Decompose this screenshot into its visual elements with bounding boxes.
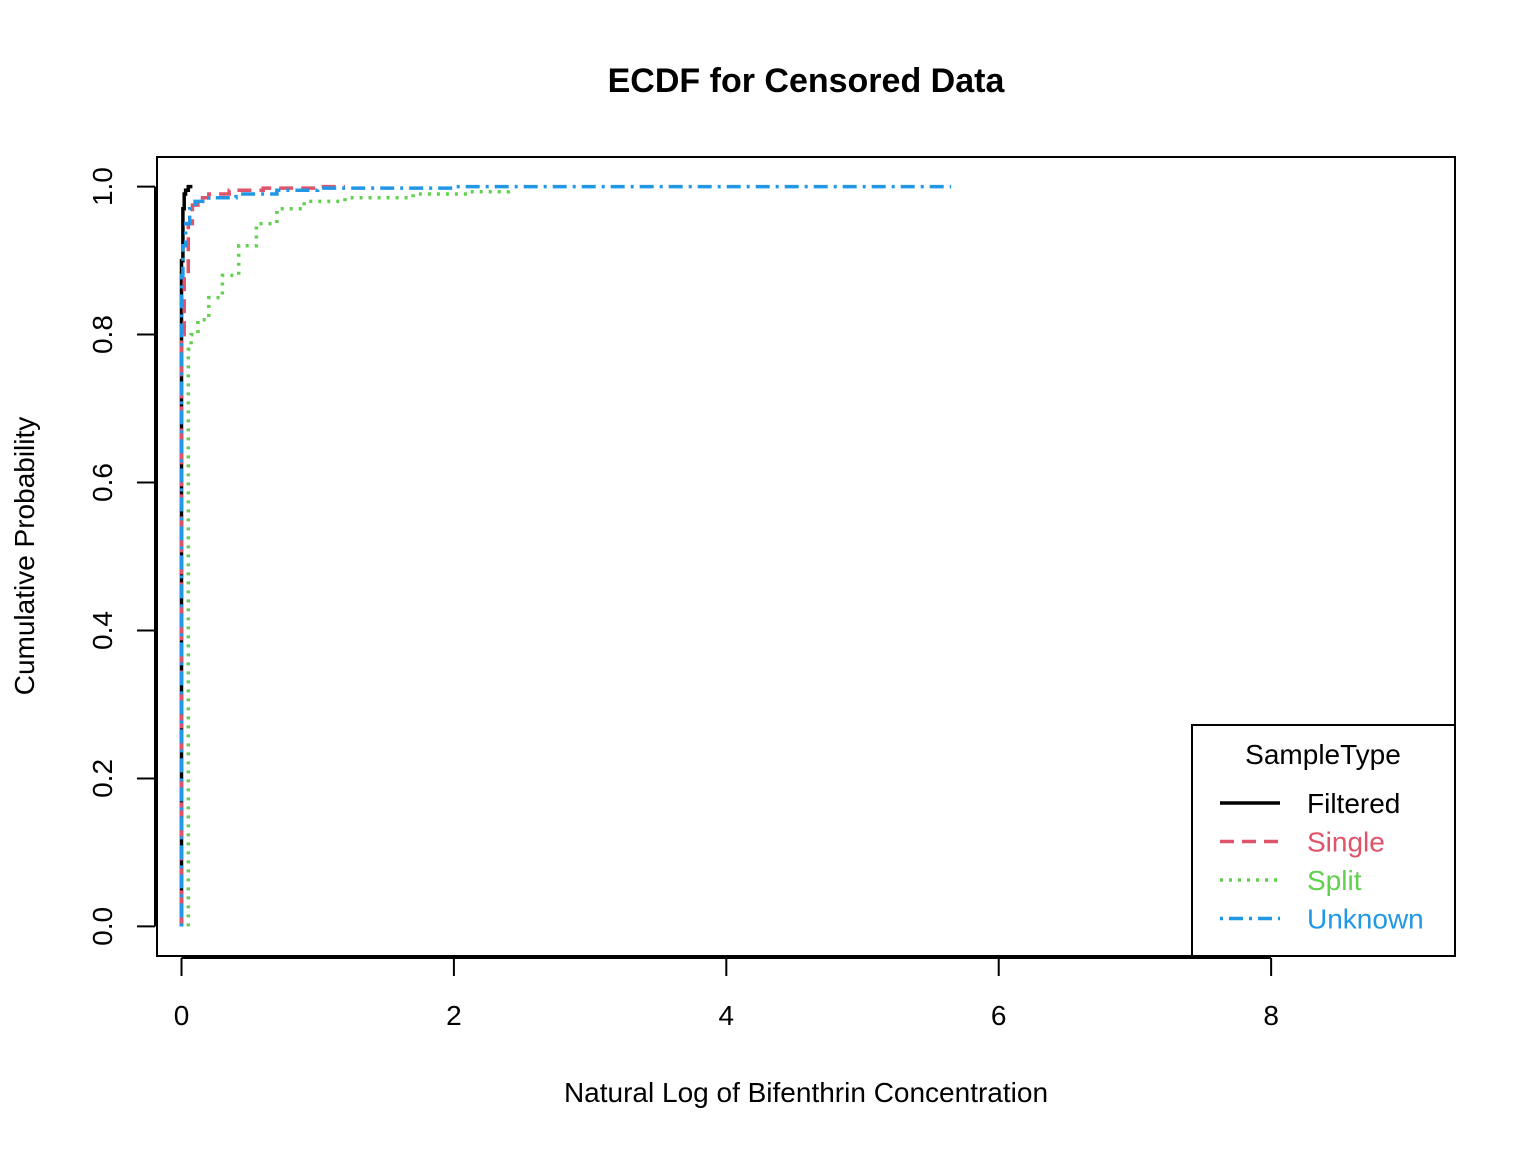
x-axis: 0 2 4 6 8 (174, 957, 1279, 1031)
chart-title: ECDF for Censored Data (608, 62, 1006, 100)
legend-entries: Filtered Single Split Unknown (1220, 788, 1424, 935)
legend-label-single: Single (1307, 827, 1385, 858)
series-layer (179, 184, 952, 927)
series-line-split (186, 186, 511, 927)
series-line-single (179, 184, 345, 927)
y-tick-label: 1.0 (87, 167, 118, 206)
y-tick-label: 0.8 (87, 315, 118, 354)
x-tick-label: 2 (446, 1000, 462, 1031)
series-line-unknown (179, 184, 952, 927)
legend-label-unknown: Unknown (1307, 904, 1424, 935)
legend-title: SampleType (1245, 739, 1401, 770)
y-tick-label: 0.2 (87, 759, 118, 798)
y-axis-label: Cumulative Probability (9, 417, 40, 696)
x-tick-label: 4 (719, 1000, 735, 1031)
x-tick-label: 0 (174, 1000, 190, 1031)
legend: SampleType Filtered Single Split Unknown (1191, 724, 1456, 957)
y-tick-label: 0.6 (87, 463, 118, 502)
y-tick-label: 0.4 (87, 611, 118, 650)
x-axis-label: Natural Log of Bifenthrin Concentration (564, 1077, 1048, 1108)
legend-label-split: Split (1307, 865, 1362, 896)
x-tick-label: 6 (991, 1000, 1007, 1031)
x-tick-label: 8 (1263, 1000, 1279, 1031)
legend-label-filtered: Filtered (1307, 788, 1400, 819)
y-axis: 0.0 0.2 0.4 0.6 0.8 1.0 (87, 167, 156, 946)
plot-frame (156, 156, 1456, 957)
y-tick-label: 0.0 (87, 907, 118, 946)
